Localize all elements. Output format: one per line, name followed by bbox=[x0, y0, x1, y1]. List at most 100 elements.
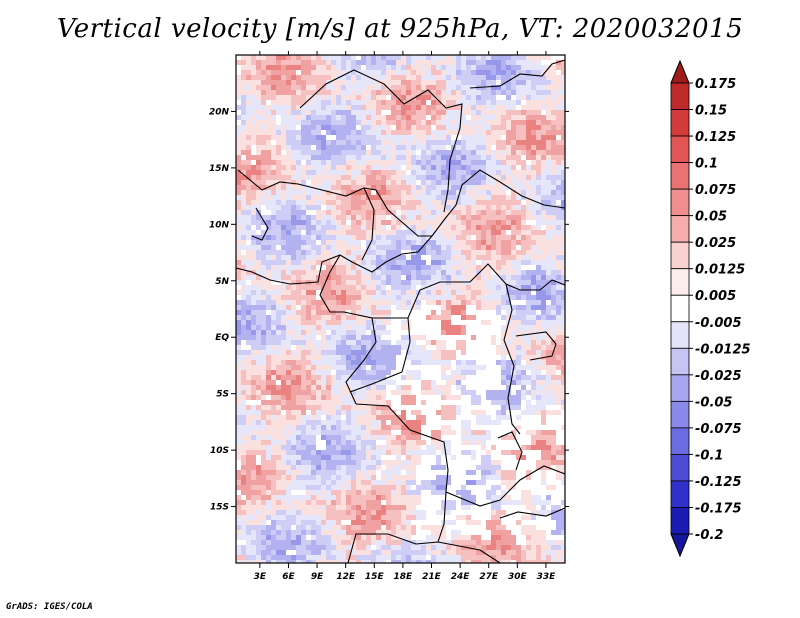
field-cell bbox=[361, 450, 366, 460]
field-cell bbox=[331, 130, 336, 135]
field-cell bbox=[371, 230, 376, 235]
field-cell bbox=[421, 285, 426, 290]
field-cell bbox=[256, 250, 266, 255]
y-tick-label: 5S bbox=[216, 390, 229, 400]
field-cell bbox=[486, 170, 501, 175]
field-cell bbox=[406, 215, 416, 220]
field-cell bbox=[236, 335, 246, 340]
field-cell bbox=[386, 115, 401, 120]
field-cell bbox=[341, 170, 346, 175]
field-cell bbox=[316, 220, 321, 225]
field-cell bbox=[406, 505, 416, 510]
field-cell bbox=[496, 230, 501, 235]
field-cell bbox=[456, 535, 471, 540]
field-cell bbox=[396, 260, 411, 265]
field-cell bbox=[261, 265, 266, 270]
field-cell bbox=[291, 355, 296, 360]
field-cell bbox=[236, 450, 241, 455]
field-cell bbox=[491, 485, 501, 490]
field-cell bbox=[561, 525, 565, 530]
field-cell bbox=[536, 145, 546, 150]
field-cell bbox=[236, 430, 241, 435]
field-cell bbox=[371, 330, 376, 335]
field-cell bbox=[286, 385, 291, 390]
field-cell bbox=[561, 240, 565, 245]
field-cell bbox=[286, 165, 291, 170]
field-cell bbox=[241, 215, 246, 220]
field-cell bbox=[501, 65, 506, 70]
field-cell bbox=[321, 295, 326, 300]
field-cell bbox=[501, 200, 511, 205]
colorbar-bin bbox=[670, 507, 690, 535]
field-cell bbox=[491, 500, 501, 510]
field-cell bbox=[236, 445, 241, 450]
field-cell bbox=[321, 310, 326, 315]
field-cell bbox=[266, 555, 271, 563]
field-cell bbox=[291, 475, 296, 480]
field-cell bbox=[241, 170, 246, 175]
field-cell bbox=[436, 485, 446, 490]
field-cell bbox=[461, 420, 471, 425]
field-cell bbox=[486, 465, 501, 475]
field-cell bbox=[516, 455, 521, 460]
field-cell bbox=[236, 485, 241, 490]
field-cell bbox=[361, 475, 366, 480]
field-cell bbox=[266, 55, 281, 65]
field-cell bbox=[476, 295, 481, 300]
field-cell bbox=[501, 495, 511, 500]
field-cell bbox=[406, 375, 411, 380]
field-cell bbox=[331, 445, 336, 455]
field-cell bbox=[536, 380, 546, 385]
field-cell bbox=[526, 215, 541, 220]
field-cell bbox=[271, 70, 286, 75]
field-cell bbox=[341, 420, 346, 425]
field-cell bbox=[351, 240, 361, 245]
field-cell bbox=[271, 535, 276, 540]
field-cell bbox=[296, 485, 311, 490]
field-cell bbox=[291, 410, 296, 415]
field-cell bbox=[371, 470, 376, 475]
field-cell bbox=[441, 295, 451, 300]
y-tick-label: 15S bbox=[210, 503, 229, 513]
field-cell bbox=[326, 555, 336, 563]
field-cell bbox=[316, 395, 321, 400]
field-cell bbox=[311, 130, 321, 135]
field-cell bbox=[426, 225, 431, 230]
field-cell bbox=[311, 260, 316, 265]
field-cell bbox=[316, 515, 321, 520]
field-cell bbox=[281, 140, 286, 145]
field-cell bbox=[466, 275, 471, 280]
field-cell bbox=[406, 370, 421, 380]
field-cell bbox=[536, 510, 551, 515]
field-cell bbox=[361, 360, 366, 365]
field-cell bbox=[401, 55, 406, 60]
field-cell bbox=[336, 475, 341, 480]
field-cell bbox=[236, 265, 241, 270]
field-cell bbox=[436, 340, 446, 350]
field-cell bbox=[376, 270, 381, 275]
field-cell bbox=[271, 145, 276, 150]
field-cell bbox=[376, 235, 381, 240]
field-cell bbox=[311, 560, 316, 563]
field-cell bbox=[286, 515, 296, 520]
y-tick-label: 15N bbox=[209, 164, 230, 174]
field-cell bbox=[431, 315, 446, 320]
field-cell bbox=[491, 460, 501, 465]
field-cell bbox=[351, 325, 366, 330]
field-cell bbox=[521, 285, 526, 290]
field-cell bbox=[346, 550, 351, 555]
field-cell bbox=[386, 520, 391, 525]
field-cell bbox=[531, 245, 536, 250]
field-cell bbox=[531, 495, 541, 505]
field-cell bbox=[361, 165, 366, 170]
field-cell bbox=[236, 520, 251, 525]
field-cell bbox=[336, 160, 351, 165]
field-cell bbox=[246, 460, 256, 465]
field-cell bbox=[341, 75, 346, 80]
field-cell bbox=[546, 225, 556, 230]
field-cell bbox=[311, 425, 316, 430]
field-cell bbox=[381, 75, 386, 80]
field-cell bbox=[461, 555, 466, 560]
field-cell bbox=[541, 105, 546, 110]
field-cell bbox=[381, 220, 386, 225]
